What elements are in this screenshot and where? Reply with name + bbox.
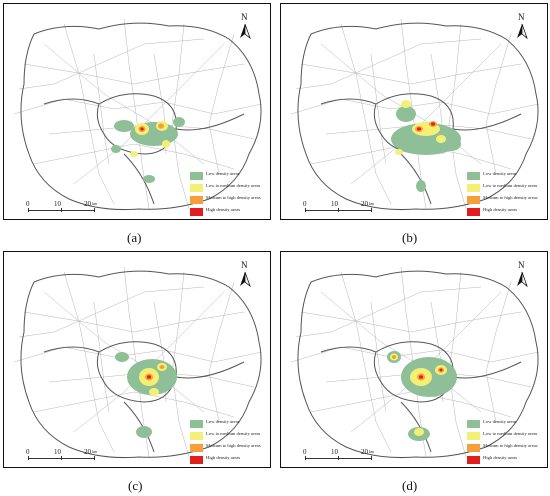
legend-swatch (190, 184, 203, 192)
scale-tick-label: 10 (54, 200, 61, 208)
panel-caption: (a) (127, 230, 142, 245)
legend-label: High density areas (483, 207, 518, 212)
density-areas (111, 117, 185, 183)
scale-unit: km (369, 201, 375, 206)
map-canvas-c (13, 266, 263, 459)
legend-swatch (190, 420, 203, 428)
scale-tick (61, 456, 62, 460)
scale-tick (28, 456, 29, 460)
legend-label: Low to medium density areas (206, 183, 261, 188)
legend-label: Medium to high density areas (206, 443, 261, 448)
legend-swatch (190, 208, 203, 216)
scale-tick (305, 456, 306, 460)
scale-tick-label: 0 (303, 200, 307, 208)
panel-caption: (b) (402, 230, 418, 245)
legend-swatch (467, 172, 480, 180)
legend-label: High density areas (483, 455, 518, 460)
scale-bar: 0 10 20 km (26, 448, 98, 464)
panel-caption: (d) (402, 478, 418, 493)
legend-label: Low to medium density areas (483, 431, 538, 436)
scale-bar: 0 10 20 km (303, 200, 375, 216)
legend-swatch (467, 420, 480, 428)
legend-swatch (467, 208, 480, 216)
compass-letter: N (518, 260, 525, 270)
compass-icon: N (236, 260, 254, 292)
legend-swatch (190, 444, 203, 452)
scale-tick (94, 208, 95, 212)
legend-label: Low to medium density areas (483, 183, 538, 188)
scale-tick-label: 10 (331, 200, 338, 208)
scale-tick-label: 20 (84, 448, 91, 456)
legend-swatch (190, 172, 203, 180)
legend-label: Low density areas (206, 171, 240, 176)
scale-tick (94, 456, 95, 460)
scale-bar: 0 10 20 km (26, 200, 98, 216)
legend-swatch (190, 456, 203, 464)
compass-letter: N (241, 12, 248, 22)
scale-bar: 0 10 20 km (303, 448, 375, 464)
map-canvas-d (290, 266, 540, 459)
density-areas (391, 100, 461, 192)
map-canvas-b (290, 18, 540, 211)
legend-label: Low density areas (483, 171, 517, 176)
legend-swatch (467, 196, 480, 204)
scale-tick (371, 456, 372, 460)
legend: Low density areas Low to medium density … (190, 171, 270, 218)
compass-icon: N (236, 12, 254, 44)
legend-label: High density areas (206, 207, 241, 212)
district-boundaries (297, 22, 539, 211)
scale-tick-label: 10 (54, 448, 61, 456)
scale-tick-label: 0 (26, 200, 30, 208)
compass-letter: N (241, 260, 248, 270)
legend-label: Low density areas (206, 419, 240, 424)
map-panel-a: N Low density areas Low to medium densit… (3, 3, 271, 220)
legend-label: Medium to high density areas (206, 195, 261, 200)
legend: Low density areas Low to medium density … (190, 419, 270, 466)
legend-label: Medium to high density areas (483, 443, 538, 448)
map-panel-b: N Low density areas Low to medium densit… (280, 3, 548, 220)
legend-swatch (467, 444, 480, 452)
scale-tick-label: 0 (26, 448, 30, 456)
legend-label: Low to medium density areas (206, 431, 261, 436)
scale-tick-label: 20 (84, 200, 91, 208)
panel-caption: (c) (128, 478, 143, 493)
scale-unit: km (92, 449, 98, 454)
map-panel-c: N Low density areas Low to medium densit… (3, 251, 271, 468)
legend: Low density areas Low to medium density … (467, 171, 547, 218)
density-areas (387, 351, 457, 441)
district-boundaries (297, 270, 539, 459)
legend-swatch (190, 432, 203, 440)
scale-unit: km (369, 449, 375, 454)
map-canvas-a (13, 18, 263, 211)
legend-swatch (467, 456, 480, 464)
scale-tick (371, 208, 372, 212)
scale-tick-label: 0 (303, 448, 307, 456)
scale-unit: km (92, 201, 98, 206)
legend-swatch (467, 184, 480, 192)
compass-icon: N (513, 12, 531, 44)
scale-tick (338, 456, 339, 460)
scale-tick (61, 208, 62, 212)
district-boundaries (20, 22, 262, 211)
scale-tick-label: 10 (331, 448, 338, 456)
legend: Low density areas Low to medium density … (467, 419, 547, 466)
scale-tick-label: 20 (361, 200, 368, 208)
legend-swatch (467, 432, 480, 440)
density-areas (115, 352, 177, 438)
legend-label: High density areas (206, 455, 241, 460)
scale-tick (338, 208, 339, 212)
district-boundaries (20, 270, 262, 459)
legend-swatch (190, 196, 203, 204)
legend-label: Medium to high density areas (483, 195, 538, 200)
compass-letter: N (518, 12, 525, 22)
legend-label: Low density areas (483, 419, 517, 424)
map-panel-d: N Low density areas Low to medium densit… (280, 251, 548, 468)
compass-icon: N (513, 260, 531, 292)
scale-tick (305, 208, 306, 212)
scale-tick-label: 20 (361, 448, 368, 456)
scale-tick (28, 208, 29, 212)
